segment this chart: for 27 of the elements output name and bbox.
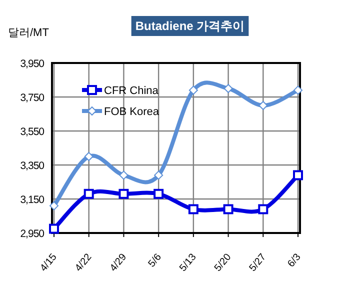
point — [293, 170, 303, 180]
point — [119, 170, 128, 180]
point — [154, 188, 164, 199]
x-tick-label: 5/6 — [146, 252, 164, 270]
y-tick-label: 3,550 — [20, 126, 45, 138]
point — [49, 224, 59, 234]
y-tick-label: 3,750 — [20, 92, 45, 104]
chart-title: Butadiene 가격추이 — [135, 19, 245, 33]
y-tick-label: 3,950 — [20, 58, 45, 70]
point — [154, 170, 164, 180]
point — [258, 204, 268, 214]
y-tick-label: 2,950 — [20, 228, 45, 240]
y-axis-title: 달러/MT — [8, 27, 50, 39]
point — [223, 204, 234, 214]
point — [188, 86, 198, 95]
point — [84, 188, 94, 199]
point — [224, 84, 233, 93]
point — [188, 204, 198, 214]
point — [84, 152, 94, 161]
point — [294, 86, 302, 95]
legend-label: CFR China — [104, 85, 160, 97]
y-tick-label: 3,350 — [20, 160, 45, 172]
point — [118, 188, 129, 199]
y-tick-label: 3,150 — [20, 194, 45, 206]
x-tick-label: 6/3 — [286, 252, 304, 270]
point — [50, 201, 58, 210]
legend-label: FOB Korea — [104, 106, 160, 118]
